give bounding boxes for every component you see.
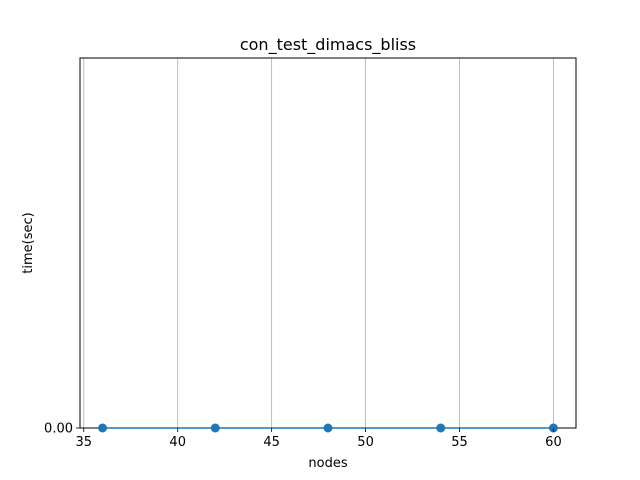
- x-tick-label: 55: [451, 435, 468, 450]
- data-point: [323, 423, 333, 433]
- x-axis-label: nodes: [308, 456, 347, 471]
- y-tick-label: 0.00: [44, 422, 73, 437]
- x-tick-label: 60: [545, 435, 562, 450]
- data-point: [98, 423, 108, 433]
- x-tick-label: 35: [75, 435, 92, 450]
- plot-frame: [79, 57, 577, 429]
- chart-title: con_test_dimacs_bliss: [240, 35, 416, 55]
- grid: [83, 58, 554, 428]
- x-axis: 35 40 45 50 55 60: [75, 428, 562, 450]
- y-axis-label: time(sec): [21, 212, 36, 273]
- x-tick-label: 40: [169, 435, 186, 450]
- series-layer: [98, 423, 558, 433]
- data-point: [210, 423, 220, 433]
- x-tick-label: 50: [357, 435, 374, 450]
- y-axis: 0.00: [44, 422, 80, 437]
- data-point: [436, 423, 446, 433]
- x-tick-label: 45: [263, 435, 280, 450]
